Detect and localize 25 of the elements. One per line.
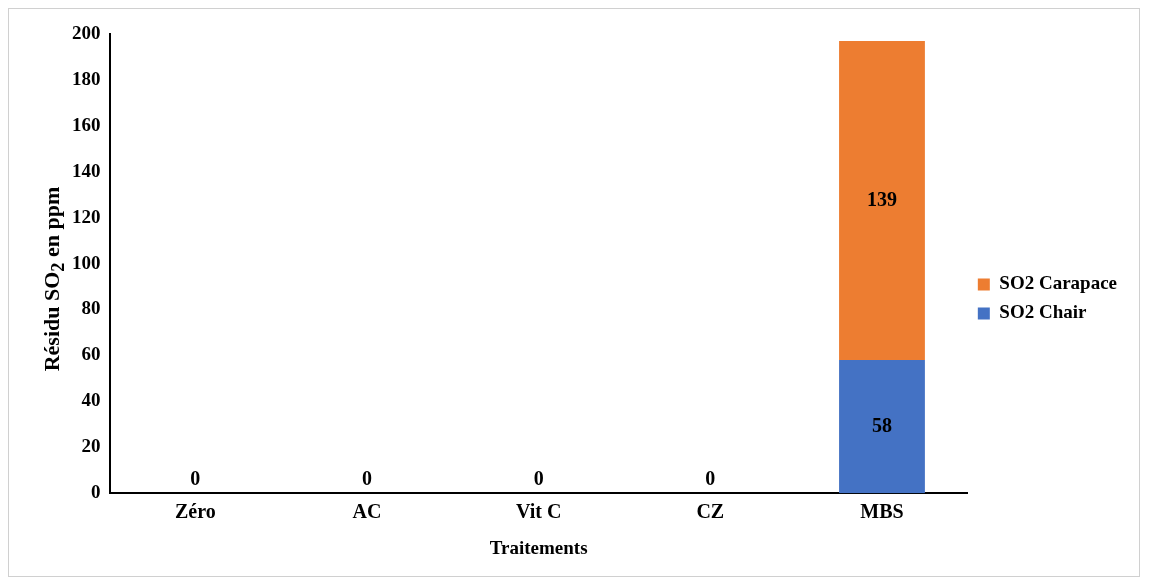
y-tick-label: 160 bbox=[72, 113, 101, 135]
x-axis-title: Traitements bbox=[489, 536, 588, 558]
x-tick-label: MBS bbox=[860, 500, 904, 523]
x-tick-label: Zéro bbox=[174, 500, 216, 523]
data-label: 0 bbox=[533, 467, 544, 490]
x-tick-label: AC bbox=[352, 500, 382, 523]
y-tick-label: 200 bbox=[72, 21, 101, 43]
y-tick-label: 40 bbox=[81, 389, 101, 411]
y-tick-label: 20 bbox=[81, 435, 101, 457]
y-tick-label: 180 bbox=[72, 67, 101, 89]
legend-label: SO2 Carapace bbox=[999, 272, 1117, 294]
legend-label: SO2 Chair bbox=[999, 301, 1087, 323]
data-label: 139 bbox=[866, 187, 897, 210]
y-tick-label: 100 bbox=[72, 251, 101, 273]
y-tick-label: 60 bbox=[81, 343, 101, 365]
data-label: 0 bbox=[705, 467, 716, 490]
y-tick-label: 120 bbox=[72, 205, 101, 227]
y-tick-label: 80 bbox=[81, 297, 101, 319]
x-tick-label: Vit C bbox=[515, 500, 562, 523]
data-label: 58 bbox=[871, 413, 892, 436]
data-label: 0 bbox=[190, 467, 201, 490]
data-label: 0 bbox=[362, 467, 372, 490]
y-tick-label: 0 bbox=[91, 481, 101, 503]
y-tick-label: 140 bbox=[72, 159, 101, 181]
x-tick-label: CZ bbox=[696, 500, 725, 523]
